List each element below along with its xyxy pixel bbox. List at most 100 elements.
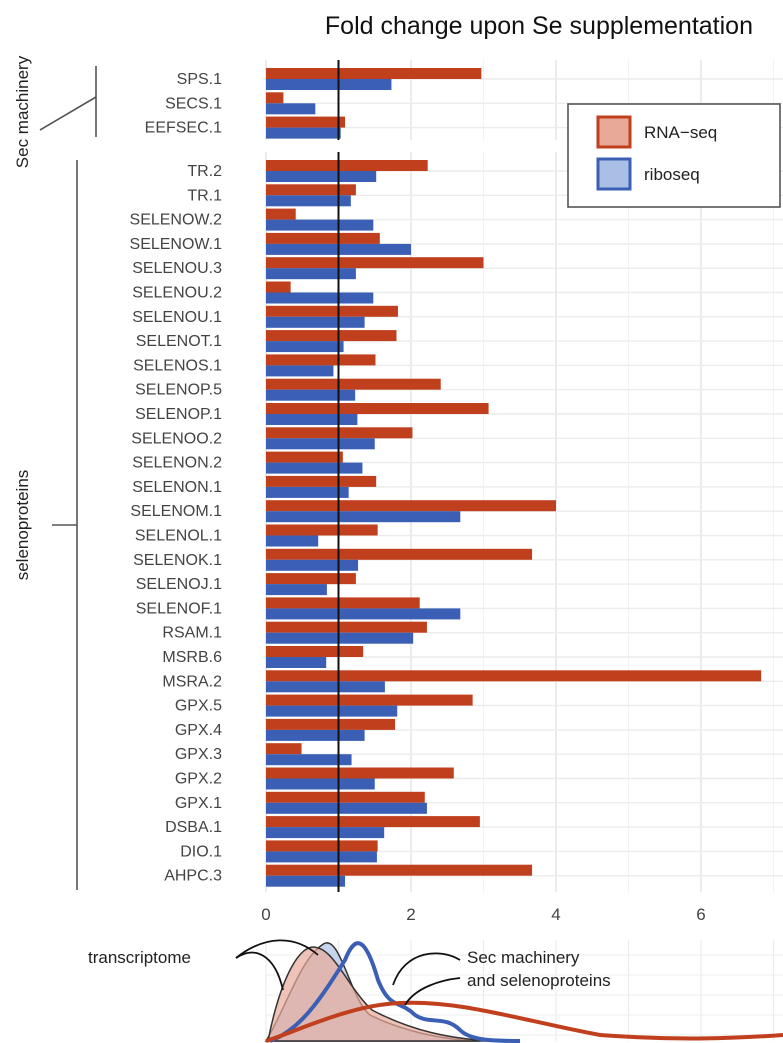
category-tick-label: SELENON.2 <box>132 455 222 472</box>
bar-rnaseq <box>266 548 533 560</box>
category-tick-label: DSBA.1 <box>165 819 222 836</box>
category-tick-label: SELENOU.2 <box>132 285 222 302</box>
bar-rnaseq <box>266 767 454 779</box>
category-tick-label: SECS.1 <box>165 95 222 112</box>
category-tick-label: SELENOK.1 <box>133 552 222 569</box>
bar-rnaseq <box>266 330 397 342</box>
bar-rnaseq <box>266 597 420 609</box>
bar-riboseq <box>266 365 334 377</box>
bar-rnaseq <box>266 864 533 876</box>
bar-rnaseq <box>266 524 378 536</box>
bar-rnaseq <box>266 451 343 463</box>
x-tick-label: 2 <box>406 905 415 924</box>
category-tick-label: SELENON.1 <box>132 479 222 496</box>
bar-riboseq <box>266 195 351 207</box>
bar-riboseq <box>266 778 375 790</box>
x-tick-label: 4 <box>551 905 560 924</box>
bar-riboseq <box>266 632 414 644</box>
bar-riboseq <box>266 875 346 887</box>
bar-rnaseq <box>266 573 356 585</box>
category-tick-label: SELENOW.2 <box>130 212 223 229</box>
category-tick-label: GPX.1 <box>175 795 222 812</box>
category-tick-label: GPX.3 <box>175 746 222 763</box>
bar-rnaseq <box>266 840 378 852</box>
bar-rnaseq <box>266 403 489 414</box>
bar-riboseq <box>266 705 398 717</box>
annotation-transcriptome: transcriptome <box>88 948 191 967</box>
bar-rnaseq <box>266 184 356 196</box>
category-tick-label: GPX.5 <box>175 698 222 715</box>
category-tick-label: GPX.2 <box>175 771 222 788</box>
bar-riboseq <box>266 103 316 115</box>
category-tick-label: TR.1 <box>187 187 222 204</box>
category-tick-label: SPS.1 <box>177 71 222 88</box>
annotation-selenoproteins: and selenoproteins <box>467 971 611 990</box>
bar-rnaseq <box>266 305 398 317</box>
annotation-arrow <box>404 977 461 1006</box>
bar-rnaseq <box>266 116 346 128</box>
group-label-sec-machinery: Sec machinery <box>13 55 32 168</box>
chart-title: Fold change upon Se supplementation <box>324 12 753 40</box>
category-tick-label: MSRB.6 <box>162 649 222 666</box>
category-tick-label: SELENOU.3 <box>132 260 222 277</box>
bar-riboseq <box>266 851 377 863</box>
bar-riboseq <box>266 486 349 498</box>
category-tick-label: MSRA.2 <box>162 673 222 690</box>
legend-label: RNA−seq <box>644 123 717 142</box>
category-tick-label: TR.2 <box>187 163 222 180</box>
bar-rnaseq <box>266 694 473 706</box>
bar-riboseq <box>266 754 352 766</box>
category-tick-label: SELENOO.2 <box>131 430 222 447</box>
group-bracket-connector <box>39 96 97 131</box>
bar-rnaseq <box>266 743 302 755</box>
bar-riboseq <box>266 608 461 620</box>
bar-rnaseq <box>266 621 427 633</box>
bar-riboseq <box>266 341 344 353</box>
bar-riboseq <box>266 171 377 182</box>
bar-rnaseq <box>266 816 480 828</box>
bar-riboseq <box>266 827 385 839</box>
category-tick-label: GPX.4 <box>175 722 222 739</box>
category-tick-label: SELENOF.1 <box>136 600 222 617</box>
bar-rnaseq <box>266 791 425 803</box>
category-tick-label: SELENOW.1 <box>130 236 223 253</box>
bar-riboseq <box>266 414 358 425</box>
category-tick-label: DIO.1 <box>180 843 222 860</box>
group-label-selenoproteins: selenoproteins <box>13 470 32 581</box>
category-tick-label: SELENOP.1 <box>135 406 222 423</box>
bar-riboseq <box>266 438 375 450</box>
category-tick-label: SELENOL.1 <box>135 528 222 545</box>
bar-riboseq <box>266 292 374 304</box>
legend-swatch <box>596 115 632 149</box>
bar-riboseq <box>266 657 327 668</box>
bar-rnaseq <box>266 378 441 390</box>
bar-rnaseq <box>266 281 291 293</box>
category-tick-label: SELENOS.1 <box>133 357 222 374</box>
bar-rnaseq <box>266 208 296 220</box>
bar-riboseq <box>266 559 359 571</box>
category-tick-label: EEFSEC.1 <box>145 120 222 137</box>
bar-riboseq <box>266 316 365 328</box>
category-tick-label: SELENOM.1 <box>130 503 222 520</box>
bar-riboseq <box>266 511 461 523</box>
category-tick-label: SELENOJ.1 <box>136 576 222 593</box>
bar-riboseq <box>266 389 356 401</box>
bar-rnaseq <box>266 68 482 79</box>
category-tick-label: RSAM.1 <box>162 625 222 642</box>
bar-riboseq <box>266 729 365 741</box>
bar-rnaseq <box>266 92 284 104</box>
category-tick-label: SELENOT.1 <box>136 333 222 350</box>
bar-riboseq <box>266 219 374 231</box>
annotation-sec-machinery: Sec machinery <box>467 948 580 967</box>
bar-riboseq <box>266 462 363 474</box>
bar-riboseq <box>266 268 356 280</box>
legend-swatch <box>596 157 632 191</box>
bar-rnaseq <box>266 232 380 244</box>
x-tick-label: 6 <box>696 905 705 924</box>
bar-rnaseq <box>266 257 484 269</box>
legend-label: riboseq <box>644 165 700 184</box>
annotation-arrow <box>235 951 284 991</box>
bar-riboseq <box>266 584 327 596</box>
bar-riboseq <box>266 127 341 139</box>
